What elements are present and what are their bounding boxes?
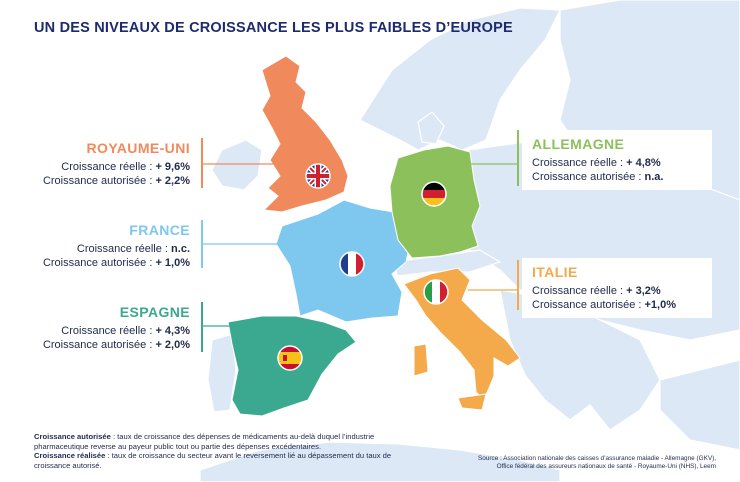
italy-authorised-growth: Croissance autorisée : +1,0% bbox=[532, 299, 676, 311]
page-title: UN DES NIVEAUX DE CROISSANCE LES PLUS FA… bbox=[34, 20, 513, 36]
north-africa-shape bbox=[199, 441, 561, 482]
turkey-shape bbox=[659, 359, 740, 451]
spain-authorised-growth: Croissance autorisée : + 2,0% bbox=[42, 339, 190, 351]
germany-real-growth: Croissance réelle : + 4,8% bbox=[532, 157, 661, 169]
france-label: FRANCE Croissance réelle : n.c. Croissan… bbox=[24, 216, 200, 276]
uk-label: ROYAUME-UNI Croissance réelle : + 9,6% C… bbox=[24, 134, 200, 194]
leader-lines bbox=[201, 130, 519, 352]
italy-label: ITALIE Croissance réelle : + 3,2% Croiss… bbox=[522, 258, 712, 318]
scandinavia-shape bbox=[359, 7, 561, 151]
definition-realised: Croissance réalisée : taux de croissance… bbox=[34, 451, 392, 470]
spain-real-growth: Croissance réelle : + 4,3% bbox=[61, 325, 190, 337]
spain-name: ESPAGNE bbox=[119, 304, 190, 320]
france-flag-icon bbox=[339, 251, 365, 277]
germany-name: ALLEMAGNE bbox=[532, 136, 625, 152]
source-line-2: Office fédéral des assureurs nationaux d… bbox=[496, 463, 716, 471]
italy-name: ITALIE bbox=[532, 264, 578, 280]
spain-flag-icon bbox=[277, 345, 303, 371]
uk-real-growth: Croissance réelle : + 9,6% bbox=[61, 161, 190, 173]
france-name: FRANCE bbox=[129, 222, 190, 238]
italy-shape bbox=[403, 267, 521, 401]
italy-real-growth: Croissance réelle : + 3,2% bbox=[532, 285, 661, 297]
balkans-shape bbox=[499, 289, 661, 431]
germany-label: ALLEMAGNE Croissance réelle : + 4,8% Cro… bbox=[522, 130, 712, 190]
source-line-1: Source : Association nationale des caiss… bbox=[478, 455, 716, 462]
definition-authorised: Croissance autorisée : taux de croissanc… bbox=[34, 432, 375, 451]
denmark-shape bbox=[417, 111, 445, 145]
germany-authorised-growth: Croissance autorisée : n.a. bbox=[532, 171, 664, 183]
source-note: Source : Association nationale des caiss… bbox=[416, 455, 716, 472]
definitions-note: Croissance autorisée : taux de croissanc… bbox=[34, 432, 424, 470]
spain-label: ESPAGNE Croissance réelle : + 4,3% Crois… bbox=[24, 298, 200, 358]
uk-name: ROYAUME-UNI bbox=[86, 140, 190, 156]
uk-authorised-growth: Croissance autorisée : + 2,2% bbox=[42, 175, 190, 187]
uk-flag-icon bbox=[305, 163, 331, 189]
italy-flag-icon bbox=[423, 279, 449, 305]
sardinia-shape bbox=[413, 343, 429, 377]
france-authorised-growth: Croissance autorisée : + 1,0% bbox=[42, 257, 190, 269]
sicily-shape bbox=[457, 393, 487, 411]
uk-shape bbox=[261, 55, 349, 213]
germany-flag-icon bbox=[421, 181, 447, 207]
france-real-growth: Croissance réelle : n.c. bbox=[76, 243, 190, 255]
ireland-shape bbox=[211, 139, 263, 191]
